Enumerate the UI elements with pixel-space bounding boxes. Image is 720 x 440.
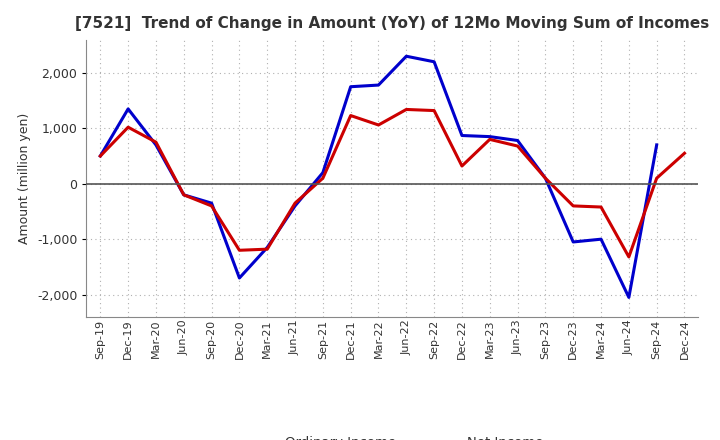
- Net Income: [374, 122, 383, 128]
- Ordinary Income: [541, 176, 550, 181]
- Ordinary Income: [624, 295, 633, 300]
- Ordinary Income: [124, 106, 132, 111]
- Net Income: [597, 205, 606, 210]
- Ordinary Income: [318, 170, 327, 175]
- Y-axis label: Amount (million yen): Amount (million yen): [19, 113, 32, 244]
- Line: Ordinary Income: Ordinary Income: [100, 56, 657, 297]
- Net Income: [430, 108, 438, 113]
- Net Income: [652, 176, 661, 181]
- Net Income: [235, 248, 243, 253]
- Ordinary Income: [179, 192, 188, 198]
- Title: [7521]  Trend of Change in Amount (YoY) of 12Mo Moving Sum of Incomes: [7521] Trend of Change in Amount (YoY) o…: [76, 16, 709, 32]
- Net Income: [318, 176, 327, 181]
- Net Income: [680, 150, 689, 156]
- Legend: Ordinary Income, Net Income: Ordinary Income, Net Income: [237, 431, 548, 440]
- Net Income: [291, 201, 300, 206]
- Ordinary Income: [485, 134, 494, 139]
- Ordinary Income: [652, 142, 661, 147]
- Net Income: [485, 137, 494, 142]
- Net Income: [263, 246, 271, 252]
- Ordinary Income: [402, 54, 410, 59]
- Net Income: [96, 154, 104, 159]
- Ordinary Income: [430, 59, 438, 64]
- Net Income: [569, 203, 577, 209]
- Ordinary Income: [235, 275, 243, 281]
- Net Income: [152, 139, 161, 145]
- Ordinary Income: [291, 203, 300, 209]
- Ordinary Income: [513, 138, 522, 143]
- Net Income: [402, 107, 410, 112]
- Ordinary Income: [597, 237, 606, 242]
- Ordinary Income: [458, 133, 467, 138]
- Line: Net Income: Net Income: [100, 110, 685, 257]
- Ordinary Income: [96, 154, 104, 159]
- Net Income: [541, 176, 550, 181]
- Ordinary Income: [374, 82, 383, 88]
- Net Income: [513, 143, 522, 149]
- Net Income: [207, 203, 216, 209]
- Ordinary Income: [152, 142, 161, 147]
- Ordinary Income: [207, 201, 216, 206]
- Net Income: [624, 254, 633, 260]
- Net Income: [179, 192, 188, 198]
- Ordinary Income: [569, 239, 577, 245]
- Net Income: [346, 113, 355, 118]
- Net Income: [458, 163, 467, 169]
- Ordinary Income: [263, 245, 271, 250]
- Ordinary Income: [346, 84, 355, 89]
- Net Income: [124, 125, 132, 130]
